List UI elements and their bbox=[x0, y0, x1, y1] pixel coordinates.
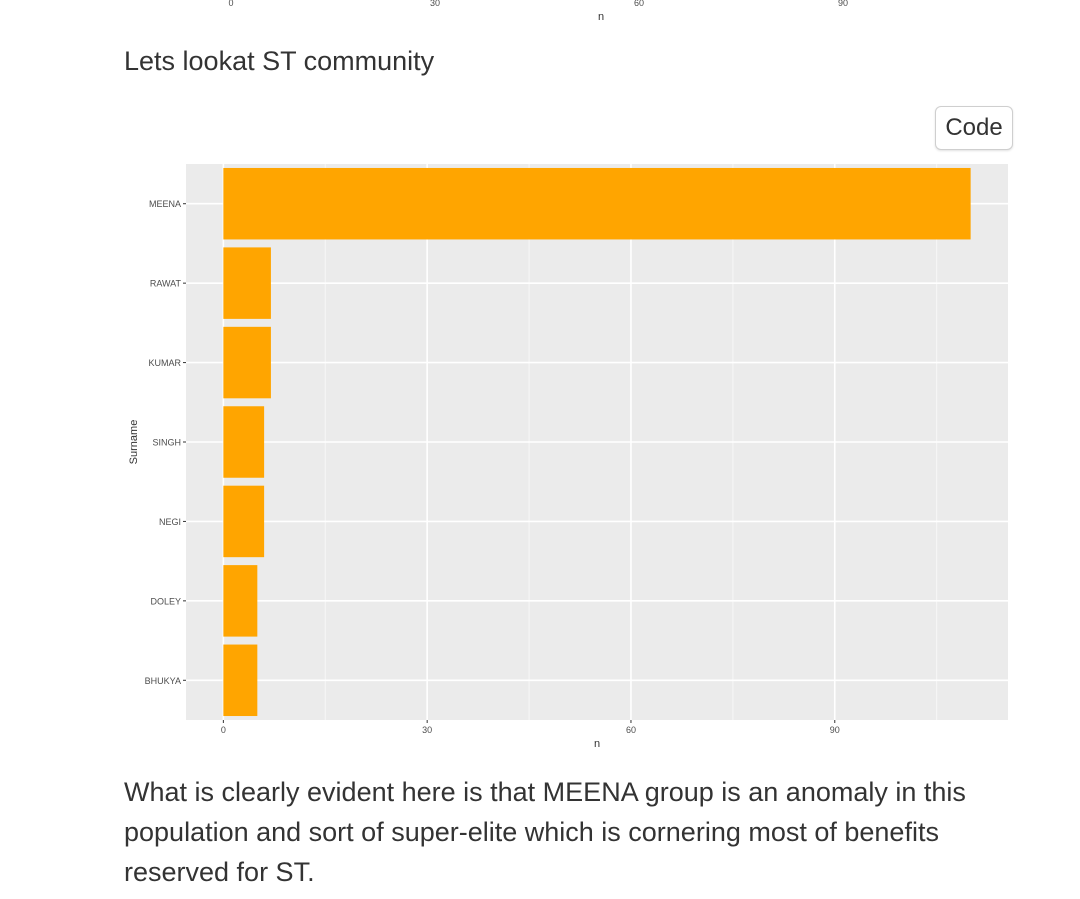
previous-chart-x-tick-label: 30 bbox=[430, 0, 440, 8]
x-tick-label: 90 bbox=[830, 725, 840, 735]
x-axis-title: n bbox=[594, 738, 600, 750]
bar-rawat bbox=[223, 247, 271, 319]
code-toggle-button[interactable]: Code bbox=[935, 106, 1013, 150]
x-tick-label: 30 bbox=[422, 725, 432, 735]
previous-chart-x-axis-title: n bbox=[598, 11, 604, 23]
previous-chart-x-tick-label: 90 bbox=[838, 0, 848, 8]
bar-singh bbox=[223, 406, 265, 478]
conclusion-paragraph: What is clearly evident here is that MEE… bbox=[124, 777, 966, 887]
previous-chart-x-tick-label: 0 bbox=[228, 0, 233, 8]
y-axis-title: Surname bbox=[128, 420, 140, 465]
surname-bar-chart: MEENA RAWAT KUMAR SINGH NEGI DOLEY BHUKYA 0 30 6… bbox=[128, 164, 1008, 750]
bar-bhukya bbox=[223, 644, 258, 717]
y-tick-label-negi: NEGI bbox=[159, 517, 181, 527]
bar-doley bbox=[223, 565, 258, 637]
x-tick-label: 0 bbox=[221, 725, 226, 735]
x-tick-label: 60 bbox=[626, 725, 636, 735]
y-tick-label-rawat: RAWAT bbox=[150, 279, 182, 289]
y-tick-label-meena: MEENA bbox=[149, 199, 181, 209]
section-heading: Lets lookat ST community bbox=[124, 46, 435, 76]
bar-negi bbox=[223, 485, 265, 558]
bar-meena bbox=[223, 167, 971, 240]
previous-chart-x-tick-label: 60 bbox=[634, 0, 644, 8]
y-tick-label-bhukya: BHUKYA bbox=[145, 676, 181, 686]
previous-chart-axis: 0 30 60 90 n bbox=[228, 0, 848, 23]
y-tick-label-kumar: KUMAR bbox=[148, 358, 181, 368]
bar-kumar bbox=[223, 326, 271, 399]
y-tick-label-doley: DOLEY bbox=[150, 596, 181, 606]
y-tick-label-singh: SINGH bbox=[152, 438, 181, 448]
